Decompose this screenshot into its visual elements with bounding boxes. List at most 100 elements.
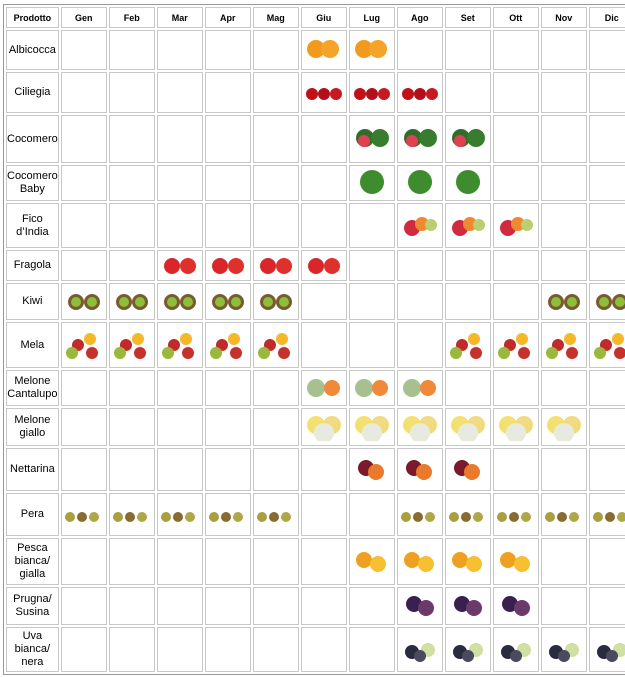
- header-cell: Gen: [60, 7, 107, 28]
- month-cell: [156, 165, 203, 201]
- fruit-icon: [450, 416, 485, 441]
- fruit-icon: [452, 642, 483, 662]
- month-cell: [348, 448, 395, 491]
- month-cell: [156, 538, 203, 585]
- month-cell: [588, 538, 625, 585]
- month-cell: [300, 538, 347, 585]
- month-cell: [492, 448, 539, 491]
- month-cell: [204, 587, 251, 625]
- month-cell: [60, 30, 107, 70]
- month-cell: [444, 408, 491, 446]
- month-cell: [252, 627, 299, 672]
- month-cell: [156, 203, 203, 248]
- month-cell: [156, 322, 203, 368]
- month-cell: [492, 538, 539, 585]
- month-cell: [156, 493, 203, 536]
- month-cell: [252, 72, 299, 113]
- fruit-icon: [259, 293, 292, 310]
- fruit-icon: [354, 40, 387, 58]
- month-cell: [348, 250, 395, 281]
- fruit-icon: [354, 379, 388, 397]
- month-cell: [300, 283, 347, 320]
- month-cell: [540, 538, 587, 585]
- month-cell: [300, 115, 347, 163]
- month-cell: [108, 448, 155, 491]
- header-cell: Feb: [108, 7, 155, 28]
- month-cell: [204, 627, 251, 672]
- month-cell: [588, 30, 625, 70]
- fruit-icon: [115, 293, 148, 310]
- fruit-icon: [451, 129, 485, 147]
- fruit-name: Prugna/ Susina: [6, 587, 59, 625]
- header-cell: Lug: [348, 7, 395, 28]
- month-cell: [444, 250, 491, 281]
- month-cell: [252, 538, 299, 585]
- fruit-icon: [209, 333, 242, 359]
- month-cell: [300, 408, 347, 446]
- fruit-row: Mela: [6, 322, 625, 368]
- month-cell: [252, 370, 299, 406]
- month-cell: [204, 165, 251, 201]
- fruit-row: Melone giallo: [6, 408, 625, 446]
- header-cell: Mar: [156, 7, 203, 28]
- fruit-icon: [448, 511, 483, 522]
- month-cell: [444, 30, 491, 70]
- month-cell: [108, 250, 155, 281]
- fruit-icon: [403, 129, 437, 147]
- month-cell: [60, 283, 107, 320]
- month-cell: [108, 408, 155, 446]
- month-cell: [300, 203, 347, 248]
- month-cell: [300, 448, 347, 491]
- month-cell: [108, 203, 155, 248]
- month-cell: [588, 627, 625, 672]
- fruit-icon: [593, 333, 625, 359]
- month-cell: [348, 115, 395, 163]
- month-cell: [204, 322, 251, 368]
- month-cell: [348, 538, 395, 585]
- fruit-name: Albicocca: [6, 30, 59, 70]
- month-cell: [492, 370, 539, 406]
- fruit-icon: [402, 379, 436, 397]
- month-cell: [300, 72, 347, 113]
- fruit-icon: [160, 511, 195, 522]
- fruit-icon: [451, 216, 485, 236]
- month-cell: [252, 322, 299, 368]
- month-cell: [348, 408, 395, 446]
- month-cell: [540, 72, 587, 113]
- month-cell: [156, 30, 203, 70]
- month-cell: [108, 627, 155, 672]
- month-cell: [348, 493, 395, 536]
- fruit-name: Kiwi: [6, 283, 59, 320]
- month-cell: [540, 370, 587, 406]
- month-cell: [540, 627, 587, 672]
- fruit-icon: [306, 40, 339, 58]
- month-cell: [300, 30, 347, 70]
- fruit-icon: [306, 379, 340, 397]
- month-cell: [108, 538, 155, 585]
- month-cell: [588, 493, 625, 536]
- month-cell: [204, 493, 251, 536]
- header-cell: Dic: [588, 7, 625, 28]
- header-row: Prodotto Gen Feb Mar Apr Mag Giu Lug Ago Set Ott No…: [6, 7, 625, 28]
- fruit-row: Melone Cantalupo: [6, 370, 625, 406]
- month-cell: [252, 587, 299, 625]
- month-cell: [60, 322, 107, 368]
- month-cell: [540, 448, 587, 491]
- month-cell: [60, 72, 107, 113]
- month-cell: [396, 115, 443, 163]
- month-cell: [204, 115, 251, 163]
- header-cell: Prodotto: [6, 7, 59, 28]
- month-cell: [156, 115, 203, 163]
- month-cell: [60, 493, 107, 536]
- fruit-row: Cocomero Baby: [6, 165, 625, 201]
- fruit-icon: [402, 416, 437, 441]
- fruit-icon: [259, 257, 292, 274]
- month-cell: [108, 72, 155, 113]
- month-cell: [60, 115, 107, 163]
- month-cell: [396, 250, 443, 281]
- header-cell: Set: [444, 7, 491, 28]
- fruit-name: Mela: [6, 322, 59, 368]
- fruit-icon: [499, 216, 533, 236]
- fruit-icon: [592, 511, 625, 522]
- month-cell: [588, 115, 625, 163]
